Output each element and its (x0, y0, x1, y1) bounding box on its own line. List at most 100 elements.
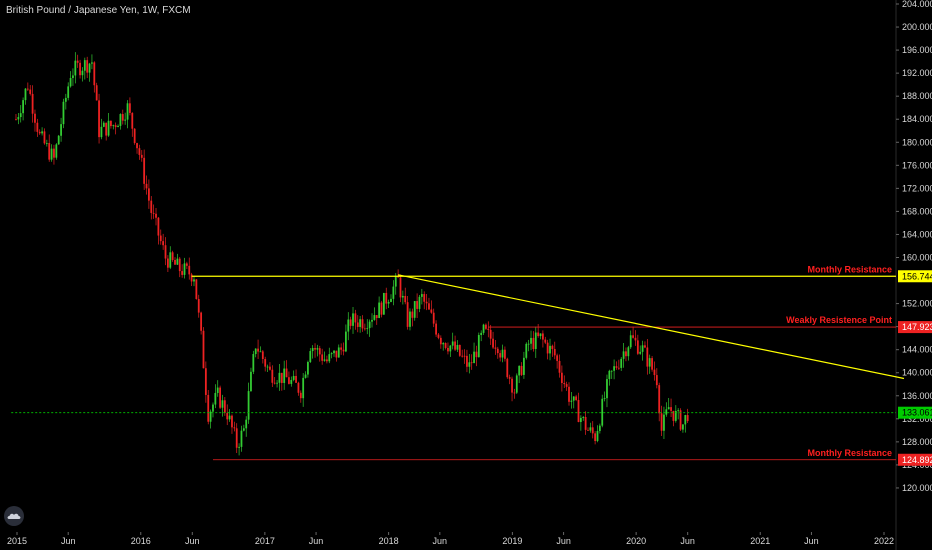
candle-down (375, 315, 378, 319)
candle-down (121, 114, 124, 121)
candle-down (288, 377, 290, 384)
candle-up (468, 362, 471, 367)
candle-down (646, 347, 649, 367)
candle-down (470, 362, 473, 364)
candle-down (321, 354, 324, 361)
candle-down (271, 369, 274, 383)
candle-up (337, 347, 340, 358)
candle-down (131, 112, 134, 129)
candle-down (511, 378, 513, 393)
candle-up (648, 358, 651, 367)
candle-down (86, 60, 89, 73)
candle-up (603, 398, 606, 399)
annotation-label: Monthly Resistance (807, 264, 892, 274)
candle-down (508, 377, 511, 379)
candle-down (138, 148, 141, 155)
candle-up (570, 400, 573, 402)
candle-up (674, 410, 677, 421)
candle-down (93, 62, 96, 86)
candle-up (283, 368, 286, 383)
candle-down (416, 301, 419, 309)
candle-up (539, 333, 542, 337)
candle-up (482, 324, 485, 333)
candle-up (24, 88, 27, 101)
x-tick-label: 2022 (874, 536, 894, 546)
candle-up (382, 292, 385, 315)
candle-down (79, 62, 81, 76)
candle-up (252, 354, 255, 372)
candle-down (658, 385, 661, 414)
x-tick-label: 2021 (750, 536, 770, 546)
candle-up (368, 321, 371, 329)
candle-down (546, 342, 549, 354)
candle-down (43, 131, 46, 144)
candle-up (22, 100, 25, 114)
candle-down (686, 415, 689, 422)
candle-down (318, 348, 321, 355)
annotation-label: Weakly Resistence Point (786, 315, 892, 325)
candle-up (193, 279, 195, 282)
candle-down (354, 313, 357, 323)
candle-down (625, 351, 627, 357)
candle-down (466, 355, 468, 367)
candle-up (480, 332, 483, 336)
candle-down (430, 309, 433, 313)
candle-down (568, 386, 570, 402)
candle-down (297, 382, 300, 393)
candle-up (523, 357, 525, 375)
candle-up (60, 124, 62, 136)
candle-down (356, 322, 359, 327)
candle-down (140, 154, 143, 158)
candle-up (214, 392, 217, 405)
candle-down (295, 375, 297, 383)
candle-down (660, 413, 663, 431)
candle-up (534, 332, 537, 350)
candle-up (601, 398, 604, 426)
candle-down (591, 427, 594, 434)
candle-up (126, 103, 129, 120)
candle-down (425, 301, 428, 304)
candle-up (442, 343, 445, 345)
candle-up (212, 404, 214, 412)
candle-up (667, 407, 670, 410)
candle-up (413, 301, 416, 318)
y-tick-label: 184.000 (902, 114, 932, 124)
candle-down (155, 213, 157, 218)
x-tick-label: 2019 (502, 536, 522, 546)
candle-up (515, 375, 518, 393)
candle-down (504, 349, 506, 359)
candle-up (525, 343, 528, 358)
candle-down (235, 428, 238, 448)
candle-up (278, 372, 281, 383)
candle-down (506, 358, 509, 378)
candle-down (560, 372, 563, 383)
candle-down (494, 347, 497, 349)
tradingview-logo-icon[interactable] (4, 506, 24, 526)
candle-down (171, 252, 174, 260)
candle-down (447, 347, 449, 352)
y-tick-label: 128.000 (902, 437, 932, 447)
candle-up (606, 379, 608, 399)
x-tick-label: 2018 (379, 536, 399, 546)
candle-up (19, 113, 22, 118)
y-tick-label: 204.000 (902, 0, 932, 9)
candle-up (409, 311, 411, 327)
y-tick-label: 196.000 (902, 45, 932, 55)
y-tick-label: 172.000 (902, 183, 932, 193)
candle-down (231, 415, 233, 428)
candle-up (501, 349, 504, 358)
candle-down (114, 125, 117, 128)
candle-down (280, 372, 283, 383)
candle-up (330, 353, 333, 355)
candle-up (366, 328, 369, 329)
candle-down (207, 394, 210, 422)
candle-up (107, 120, 110, 136)
candle-up (55, 144, 58, 158)
candle-down (233, 427, 236, 429)
candle-up (169, 252, 172, 268)
candle-up (390, 298, 392, 302)
candle-down (432, 312, 435, 324)
candle-down (133, 128, 136, 144)
